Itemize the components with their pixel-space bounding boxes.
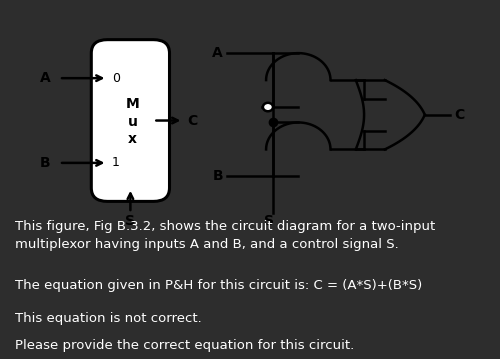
- Text: A: A: [40, 71, 50, 85]
- FancyBboxPatch shape: [92, 39, 170, 201]
- Text: M: M: [126, 97, 140, 111]
- Text: The equation given in P&H for this circuit is: C = (A*S)+(B*S): The equation given in P&H for this circu…: [15, 279, 422, 292]
- Text: Please provide the correct equation for this circuit.: Please provide the correct equation for …: [15, 339, 354, 352]
- Text: This equation is not correct.: This equation is not correct.: [15, 312, 202, 325]
- Text: S: S: [264, 214, 274, 228]
- Text: A: A: [212, 46, 223, 60]
- Text: 0: 0: [112, 72, 120, 85]
- Text: C: C: [188, 113, 198, 127]
- Text: B: B: [40, 156, 50, 170]
- Text: 1: 1: [112, 157, 120, 169]
- Text: x: x: [128, 132, 137, 146]
- Text: S: S: [126, 214, 136, 228]
- Circle shape: [263, 103, 273, 111]
- Text: This figure, Fig B.3.2, shows the circuit diagram for a two-input
multiplexor ha: This figure, Fig B.3.2, shows the circui…: [15, 220, 435, 251]
- Text: u: u: [128, 115, 138, 129]
- Text: B: B: [212, 169, 223, 183]
- Text: C: C: [454, 108, 464, 122]
